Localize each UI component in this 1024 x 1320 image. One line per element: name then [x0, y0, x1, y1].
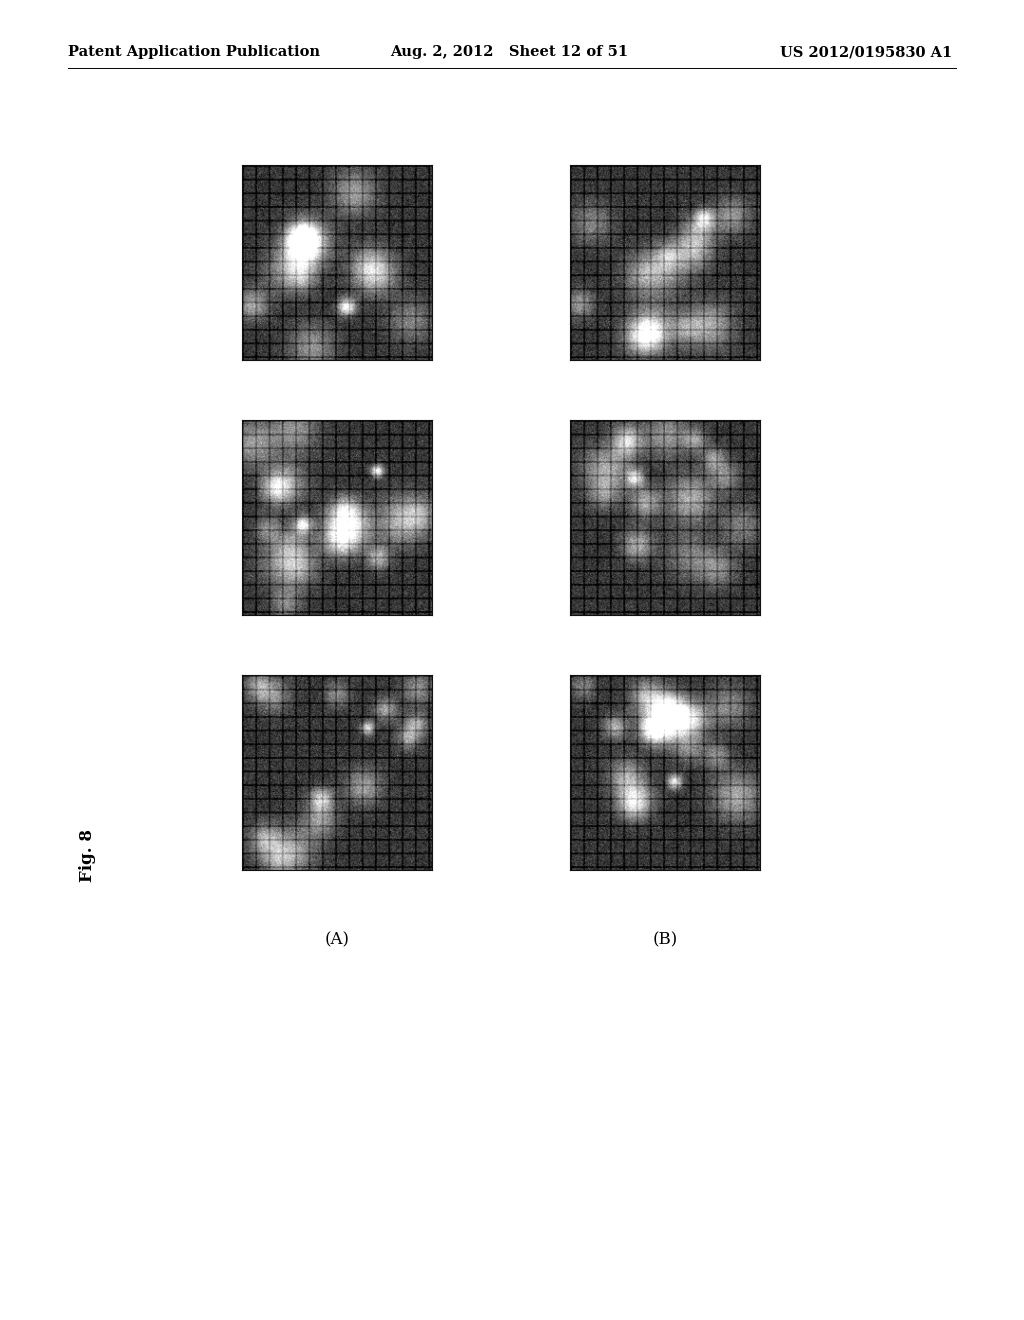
Text: (A): (A): [325, 932, 349, 949]
Text: Patent Application Publication: Patent Application Publication: [68, 45, 319, 59]
Text: US 2012/0195830 A1: US 2012/0195830 A1: [780, 45, 952, 59]
Text: (B): (B): [652, 932, 678, 949]
Text: Fig. 8: Fig. 8: [80, 829, 96, 882]
Text: Aug. 2, 2012   Sheet 12 of 51: Aug. 2, 2012 Sheet 12 of 51: [390, 45, 628, 59]
